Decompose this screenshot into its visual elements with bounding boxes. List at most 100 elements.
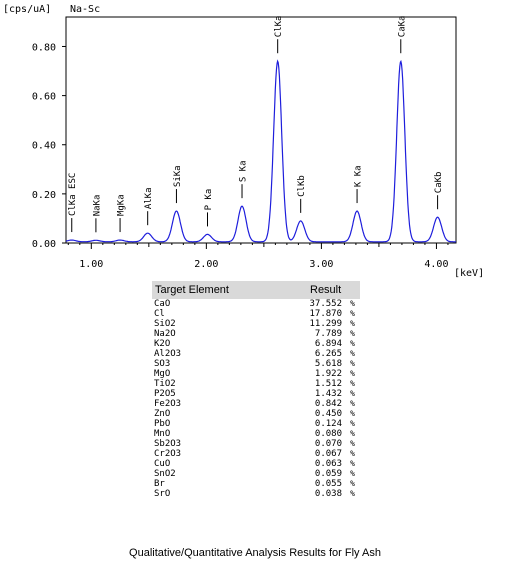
result-unit: % [350,449,355,458]
table-row: Cl 17.870% [152,309,360,319]
peak-label: AlKa [144,187,154,209]
result-value: 11.299 [309,319,342,329]
result-unit: % [350,339,355,348]
spectrum-chart: [cps/uA] Na-Sc 0.00 0.20 0.40 0.60 0.80 1.00… [3,4,484,279]
table-row: Na2O 7.789% [152,329,360,339]
header-result: Result [290,281,360,299]
element-cell: SnO2 [154,469,176,479]
peak-label: CaKb [434,172,444,194]
x-tick-label: 4.00 [424,259,448,270]
table-row: SrO 0.038% [152,489,360,499]
table-row: SnO2 0.059% [152,469,360,479]
y-tick-label: 0.20 [32,190,56,201]
result-value: 17.870 [309,309,342,319]
result-value: 6.265 [314,349,342,359]
result-value: 0.124 [314,419,342,429]
result-unit: % [350,389,355,398]
element-cell: P2O5 [154,389,176,399]
result-value: 1.512 [314,379,342,389]
x-tick-label: 1.00 [79,259,103,270]
result-unit: % [350,469,355,478]
peak-label: MgKa [117,194,127,216]
element-cell: MnO [154,429,171,439]
header-target-element: Target Element [152,281,290,299]
peak-label: ClKb [297,175,307,197]
element-cell: CuO [154,459,171,469]
table-row: Fe2O3 0.842% [152,399,360,409]
results-table: Target Element Result CaO 37.552% Cl 17.870… [152,281,360,499]
peak-label: NaKa [92,195,102,217]
result-unit: % [350,429,355,438]
result-value: 0.070 [314,439,342,449]
result-unit: % [350,459,355,468]
result-value: 0.063 [314,459,342,469]
result-unit: % [350,349,355,358]
result-unit: % [350,399,355,408]
table-row: Al2O3 6.265% [152,349,360,359]
table-row: SO3 5.618% [152,359,360,369]
table-row: MnO 0.080% [152,429,360,439]
element-cell: SrO [154,489,171,499]
element-cell: PbO [154,419,171,429]
plot-frame [65,16,457,244]
element-cell: K2O [154,339,171,349]
y-tick-label: 0.00 [32,239,56,250]
table-row: K2O 6.894% [152,339,360,349]
result-unit: % [350,309,355,318]
result-value: 0.080 [314,429,342,439]
result-value: 0.842 [314,399,342,409]
result-value: 5.618 [314,359,342,369]
peak-label: K Ka [354,165,364,187]
table-header-row: Target Element Result [152,281,360,299]
element-cell: CaO [154,299,171,309]
result-unit: % [350,419,355,428]
table-row: Sb2O3 0.070% [152,439,360,449]
table-row: PbO 0.124% [152,419,360,429]
table-row: SiO2 11.299% [152,319,360,329]
spectrum-line [65,59,456,243]
result-unit: % [350,479,355,488]
element-cell: Al2O3 [154,349,182,359]
element-cell: ZnO [154,409,171,419]
result-unit: % [350,489,355,498]
element-cell: Cl [154,309,165,319]
result-value: 37.552 [309,299,342,309]
table-row: Br 0.055% [152,479,360,489]
y-axis: 0.00 0.20 0.40 0.60 0.80 [32,42,66,250]
result-value: 0.059 [314,469,342,479]
y-tick-label: 0.80 [32,42,56,53]
result-value: 7.789 [314,329,342,339]
table-row: Cr2O3 0.067% [152,449,360,459]
peak-label: SiKa [173,165,183,187]
result-unit: % [350,409,355,418]
y-axis-label: [cps/uA] [3,4,51,15]
result-value: 1.922 [314,369,342,379]
result-value: 0.450 [314,409,342,419]
result-unit: % [350,379,355,388]
peak-markers: ClKa ESC NaKa MgKa AlKa SiKa P Ka S Ka ClKa ClKb… [68,16,444,233]
table-row: P2O5 1.432% [152,389,360,399]
chart-title: Na-Sc [70,4,100,15]
table-row: CaO 37.552% [152,299,360,309]
peak-label: CaKa [397,16,407,38]
y-tick-label: 0.40 [32,141,56,152]
table-row: MgO 1.922% [152,369,360,379]
y-tick-label: 0.60 [32,92,56,103]
element-cell: Cr2O3 [154,449,182,459]
table-row: CuO 0.063% [152,459,360,469]
result-value: 0.055 [314,479,342,489]
result-unit: % [350,299,355,308]
result-unit: % [350,359,355,368]
table-row: ZnO 0.450% [152,409,360,419]
x-tick-label: 2.00 [194,259,218,270]
result-unit: % [350,369,355,378]
x-axis: 1.00 2.00 3.00 4.00 [67,243,448,270]
element-cell: Fe2O3 [154,399,182,409]
element-cell: Br [154,479,165,489]
element-cell: Sb2O3 [154,439,182,449]
result-value: 6.894 [314,339,342,349]
result-unit: % [350,319,355,328]
peak-label: S Ka [239,160,249,182]
result-unit: % [350,439,355,448]
table-row: TiO2 1.512% [152,379,360,389]
